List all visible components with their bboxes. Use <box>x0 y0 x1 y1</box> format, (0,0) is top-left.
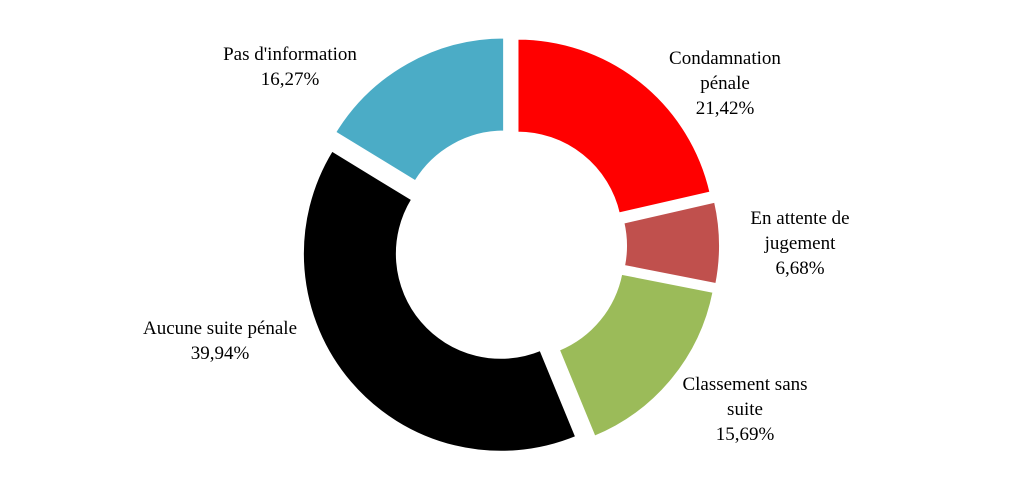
slice-label-aucune-suite-penale: Aucune suite pénale 39,94% <box>110 316 330 366</box>
slice-name-line: pénale <box>700 73 750 94</box>
slice-name-line: Aucune suite pénale <box>142 318 298 339</box>
slice-value-label: 16,27% <box>260 69 320 90</box>
slice-label-condamnation-penale: Condamnation pénale 21,42% <box>645 46 805 121</box>
donut-slice-0 <box>516 37 712 215</box>
slice-label-en-attente-de-jugement: En attente de jugement 6,68% <box>720 206 880 281</box>
slice-name-line: jugement <box>764 233 836 254</box>
slice-name-line: Condamnation <box>669 48 781 69</box>
slice-name-line: Pas d'information <box>223 44 357 65</box>
slice-name-line: Classement sans <box>682 374 808 395</box>
slice-value-label: 39,94% <box>190 343 250 364</box>
slice-name-line: En attente de <box>750 208 850 229</box>
donut-slice-2 <box>557 272 715 439</box>
slice-name-line: suite <box>727 399 763 420</box>
slice-value-label: 21,42% <box>695 98 755 119</box>
donut-slice-3 <box>301 149 578 453</box>
slice-label-pas-d-information: Pas d'information 16,27% <box>190 42 390 92</box>
donut-slice-1 <box>622 200 721 286</box>
slice-value-label: 15,69% <box>715 424 775 445</box>
slice-value-label: 6,68% <box>775 258 825 279</box>
slice-label-classement-sans-suite: Classement sans suite 15,69% <box>665 372 825 447</box>
donut-slice-4 <box>333 36 506 183</box>
